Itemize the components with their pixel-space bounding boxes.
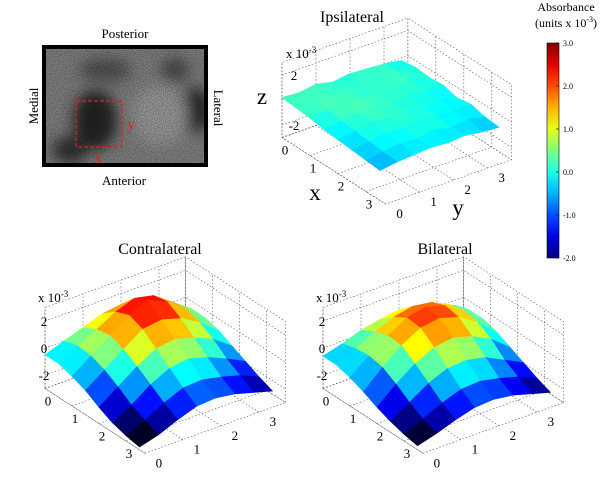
multiplier-exponent: -3 xyxy=(61,289,69,299)
x-tick-label: 0 xyxy=(323,394,330,409)
grid-line xyxy=(403,309,545,442)
units-after: ) xyxy=(593,16,597,30)
surface-cell xyxy=(125,420,159,448)
grid-line xyxy=(322,269,564,336)
grid-line xyxy=(281,30,512,98)
units-before: (units x 10 xyxy=(535,16,586,30)
x-tick-label: 1 xyxy=(350,411,357,426)
back-wall xyxy=(322,256,464,389)
surface-panel: 0 1 2 3 0 1 2 3 -2 0 2 Bilateral x 10-3 xyxy=(316,241,565,470)
y-tick-label: 2 xyxy=(464,182,471,197)
x-tick-label: 2 xyxy=(338,179,345,194)
z-tick-label: 0 xyxy=(319,341,326,356)
x-tick-label: 2 xyxy=(99,429,106,444)
units-exponent: -3 xyxy=(586,15,593,24)
roi-y-label: y xyxy=(127,116,135,133)
multiplier-exponent: -3 xyxy=(309,45,317,55)
y-tick-label: 3 xyxy=(270,414,277,429)
multiplier: x 10-3 xyxy=(38,289,69,305)
grid-line xyxy=(315,50,420,193)
x-tick-label: 3 xyxy=(126,446,133,461)
grid-line xyxy=(281,55,512,123)
z-tick-label: 2 xyxy=(319,314,326,329)
y-tick-label: 1 xyxy=(430,194,437,209)
colorbar-title: Absorbance xyxy=(537,0,594,14)
grid-line xyxy=(125,309,267,442)
multiplier-base: x 10 xyxy=(38,290,61,305)
grid-line xyxy=(281,62,386,205)
z-tick-label: -2 xyxy=(39,368,50,383)
colorbar-tick-label: -2.0 xyxy=(563,254,576,263)
surface-panel: 0 1 2 3 0 1 2 3 -2 0 2 Contralateral x 10-3 xyxy=(38,241,287,470)
z-tick-label: 0 xyxy=(41,341,48,356)
x-tick-label: 0 xyxy=(282,143,289,158)
multiplier: x 10-3 xyxy=(286,45,317,61)
colorbar-tick-label: 3.0 xyxy=(563,39,573,48)
label-left: Medial xyxy=(26,87,41,124)
grid-line xyxy=(322,307,424,454)
z-axis-label: z xyxy=(257,84,267,109)
x-tick-label: 3 xyxy=(366,197,373,212)
surface-cell xyxy=(403,418,437,447)
x-tick-label: 0 xyxy=(45,394,52,409)
y-tick-label: 0 xyxy=(156,455,163,470)
y-tick-label: 0 xyxy=(396,206,403,221)
x-tick-label: 3 xyxy=(404,446,411,461)
y-tick-label: 1 xyxy=(194,442,201,457)
z-tick-label: -2 xyxy=(289,118,300,133)
y-tick-label: 3 xyxy=(548,414,555,429)
y-tick-label: 0 xyxy=(434,455,441,470)
multiplier: x 10-3 xyxy=(316,289,347,305)
panel-title: Ipsilateral xyxy=(320,9,385,26)
panel-title: Contralateral xyxy=(118,241,202,258)
multiplier-base: x 10 xyxy=(286,46,309,61)
label-right: Lateral xyxy=(211,90,226,127)
micrograph-panel: Posterior Anterior Medial Lateral x y xyxy=(26,26,226,188)
y-axis-label: y xyxy=(452,195,464,220)
label-bottom: Anterior xyxy=(102,173,147,188)
y-tick-label: 3 xyxy=(498,170,505,185)
roi-box xyxy=(75,100,123,148)
surface-cell xyxy=(365,151,398,171)
multiplier-exponent: -3 xyxy=(339,289,347,299)
grid-line xyxy=(44,307,146,454)
side-wall xyxy=(185,256,286,404)
x-axis-label: x xyxy=(309,180,321,205)
label-top: Posterior xyxy=(102,26,150,41)
z-tick-label: 2 xyxy=(291,68,298,83)
side-wall xyxy=(463,256,564,404)
y-tick-label: 2 xyxy=(232,428,239,443)
z-tick-label: 2 xyxy=(41,314,48,329)
colorbar-tick-label: 1.0 xyxy=(563,125,573,134)
colorbar-units: (units x 10-3) xyxy=(535,15,597,30)
multiplier-base: x 10 xyxy=(316,290,339,305)
y-tick-label: 1 xyxy=(472,442,479,457)
colorbar-scale xyxy=(546,42,560,259)
z-tick-label: -2 xyxy=(317,368,328,383)
grid-line xyxy=(44,269,286,336)
panel-title: Bilateral xyxy=(417,241,473,258)
grid-line xyxy=(365,72,493,192)
x-tick-label: 1 xyxy=(310,161,317,176)
y-tick-label: 2 xyxy=(510,428,517,443)
colorbar-tick-label: 0.0 xyxy=(563,168,573,177)
x-tick-label: 1 xyxy=(72,411,79,426)
roi-x-label: x xyxy=(94,150,102,167)
colorbar-tick-label: -1.0 xyxy=(563,211,576,220)
back-wall xyxy=(44,256,186,389)
x-tick-label: 2 xyxy=(377,429,384,444)
colorbar-tick-label: 2.0 xyxy=(563,82,573,91)
